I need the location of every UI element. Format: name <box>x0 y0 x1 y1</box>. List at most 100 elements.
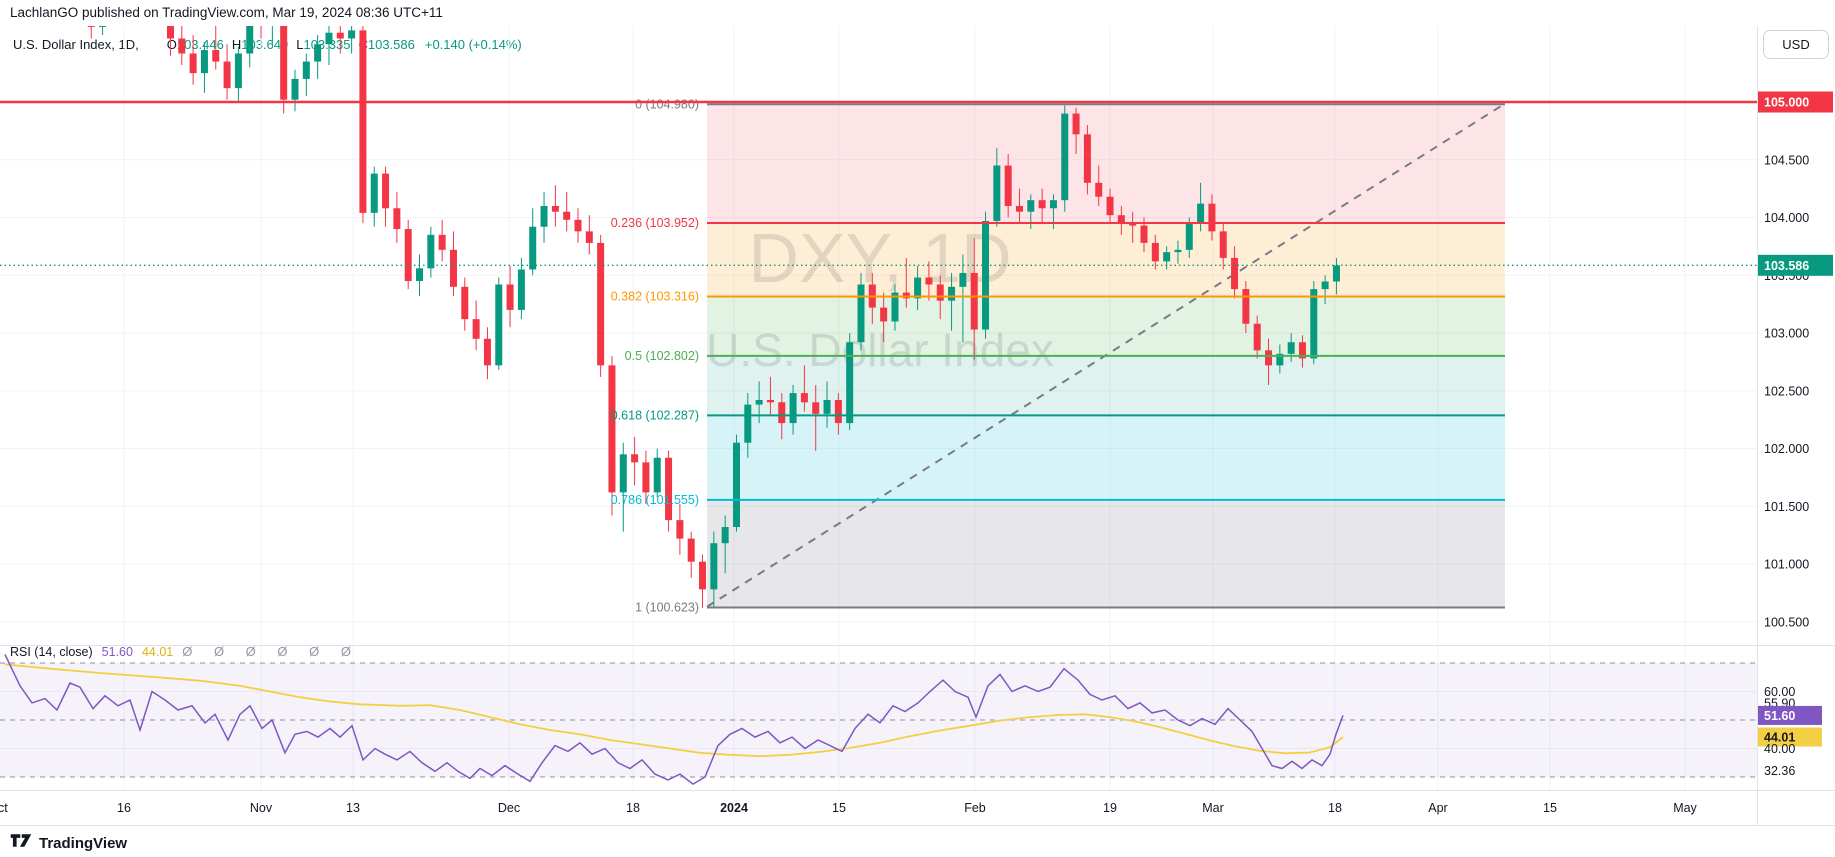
candle <box>1332 258 1340 295</box>
rsi-ma-plot <box>4 663 1344 758</box>
candle <box>1185 217 1193 258</box>
price-axis-label: 102.000 <box>1764 442 1809 456</box>
fib-level-label: 1 (100.623) <box>635 601 699 615</box>
candle-body <box>812 402 820 414</box>
candle <box>699 554 707 608</box>
time-scale[interactable]: Oct 16 Nov 13 Dec 18 2024 15 Feb 19 Mar 18 Apr 15 May <box>0 801 1698 815</box>
price-axis-label: 100.500 <box>1764 615 1809 629</box>
candle <box>857 272 865 351</box>
candle <box>597 234 605 377</box>
rsi-title[interactable]: RSI (14, close) <box>10 644 93 659</box>
candle <box>427 226 435 278</box>
price-badge-bg <box>1758 254 1833 276</box>
candle <box>495 277 503 370</box>
rsi-badge-bg <box>1758 705 1822 725</box>
open-value: 103.446 <box>176 37 224 52</box>
candle <box>925 261 933 301</box>
candle <box>1265 338 1273 385</box>
fib-zone <box>707 296 1505 356</box>
time-axis-label: 18 <box>626 801 640 815</box>
candle-body <box>1231 257 1239 290</box>
candle <box>880 292 888 343</box>
candle-body <box>959 272 967 287</box>
candle <box>461 277 469 331</box>
fib-zone <box>707 499 1505 608</box>
candle <box>800 365 808 412</box>
candle-body <box>834 399 842 424</box>
candle-body <box>529 226 537 270</box>
candle <box>948 272 956 331</box>
candle-body <box>506 284 514 310</box>
candle <box>1038 188 1046 224</box>
candle-body <box>721 527 729 544</box>
fib-retracement[interactable]: 0 (104.980) 0.236 (103.952) 0.382 (103.316… <box>611 97 1505 615</box>
candle <box>393 192 401 243</box>
rsi-ma-value: 44.01 <box>141 644 174 659</box>
candle-body <box>744 404 752 443</box>
time-axis-label: 15 <box>832 801 846 815</box>
candle <box>1106 188 1114 224</box>
candle-body <box>246 26 254 54</box>
candle <box>271 26 273 45</box>
candle-body <box>314 44 322 62</box>
candle <box>823 381 831 428</box>
currency-toggle-button[interactable]: USD <box>1763 30 1829 59</box>
watermark: DXY, 1D U.S. Dollar Index <box>706 219 1054 376</box>
candle-body <box>846 342 854 424</box>
candle <box>1004 153 1012 218</box>
candle-body <box>1038 200 1046 209</box>
candles-layer[interactable] <box>9 0 1340 608</box>
candle-body <box>461 286 469 320</box>
candle-body <box>982 220 990 330</box>
candle-body <box>1072 113 1080 135</box>
candle <box>438 219 446 262</box>
symbol-title[interactable]: U.S. Dollar Index, 1D, <box>13 37 139 52</box>
tradingview-logo-icon <box>10 831 32 855</box>
candle-body <box>1242 289 1250 324</box>
candle <box>710 531 718 607</box>
rsi-indicator-legend[interactable]: RSI (14, close) 51.60 44.01 Ø Ø Ø Ø Ø Ø <box>10 644 360 659</box>
price-axis-label: 102.500 <box>1764 384 1809 398</box>
candle <box>1117 205 1125 235</box>
candle-body <box>393 208 401 230</box>
candle-body <box>891 292 899 322</box>
candle-body <box>370 173 378 213</box>
price-scale[interactable]: 104.500104.000103.500103.000102.500102.0… <box>1758 91 1833 630</box>
candle-body <box>517 269 525 310</box>
price-axis-label: 103.000 <box>1764 327 1809 341</box>
time-axis-label: 15 <box>1543 801 1557 815</box>
price-badge: 105.000 <box>1758 91 1833 113</box>
candle <box>449 231 457 297</box>
fib-level-label: 0.382 (103.316) <box>611 290 699 304</box>
candle-body <box>608 365 616 493</box>
candle <box>280 26 288 114</box>
footer-brand[interactable]: TradingView <box>10 831 127 855</box>
rsi-pane[interactable] <box>0 654 1757 786</box>
candle <box>744 393 752 458</box>
fib-zones-layer[interactable] <box>707 104 1505 608</box>
published-byline: LachlanGO published on TradingView.com, … <box>10 5 443 20</box>
candle <box>260 26 262 39</box>
candle-body <box>234 53 242 89</box>
candle-body <box>551 205 559 212</box>
candle-body <box>699 561 707 590</box>
candle-body <box>87 26 95 27</box>
candle <box>721 515 729 574</box>
candle-body <box>710 543 718 590</box>
candle-body <box>1015 205 1023 212</box>
candle <box>970 238 978 360</box>
candle <box>834 393 842 435</box>
fib-level-label: 0.236 (103.952) <box>611 216 699 230</box>
candle <box>1242 281 1250 333</box>
candle <box>1253 315 1261 359</box>
candle <box>1095 165 1103 206</box>
candle <box>370 166 378 227</box>
candle <box>302 53 310 97</box>
candle <box>619 442 627 532</box>
candle-body <box>948 286 956 301</box>
candle-body <box>404 229 412 282</box>
fib-zone <box>707 415 1505 500</box>
